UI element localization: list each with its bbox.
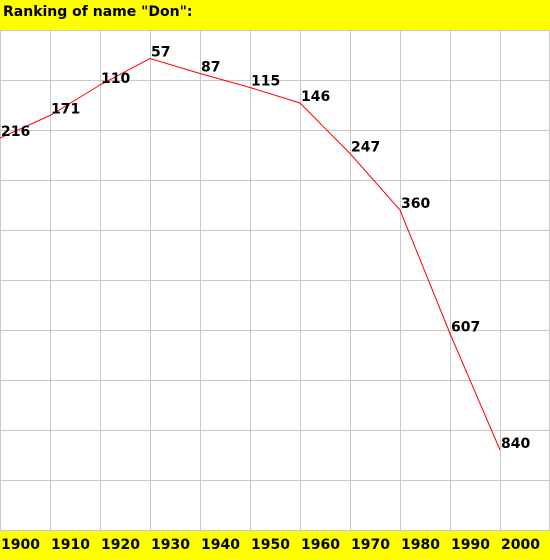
data-label: 607 xyxy=(451,320,480,336)
data-line xyxy=(0,57,501,451)
x-tick-label: 1910 xyxy=(51,537,90,553)
data-label: 171 xyxy=(51,102,80,118)
data-label: 57 xyxy=(151,45,170,61)
x-tick-label: 1970 xyxy=(351,537,390,553)
x-tick-label: 1930 xyxy=(151,537,190,553)
data-label: 216 xyxy=(1,124,30,140)
data-label: 247 xyxy=(351,140,380,156)
data-label: 115 xyxy=(251,74,280,90)
data-label: 360 xyxy=(401,196,430,212)
x-tick-label: 1960 xyxy=(301,537,340,553)
x-tick-label: 1990 xyxy=(451,537,490,553)
x-tick-label: 1980 xyxy=(401,537,440,553)
x-tick-label: 1940 xyxy=(201,537,240,553)
x-tick-label: 1900 xyxy=(1,537,40,553)
x-tick-label: 2000 xyxy=(501,537,540,553)
data-label: 840 xyxy=(501,436,530,452)
chart-title: Ranking of name "Don": xyxy=(3,4,193,20)
footer-bar xyxy=(0,530,550,560)
header-bar xyxy=(0,0,550,30)
x-tick-label: 1950 xyxy=(251,537,290,553)
data-label: 146 xyxy=(301,89,330,105)
x-tick-label: 1920 xyxy=(101,537,140,553)
data-label: 110 xyxy=(101,71,130,87)
data-label: 87 xyxy=(201,60,220,76)
